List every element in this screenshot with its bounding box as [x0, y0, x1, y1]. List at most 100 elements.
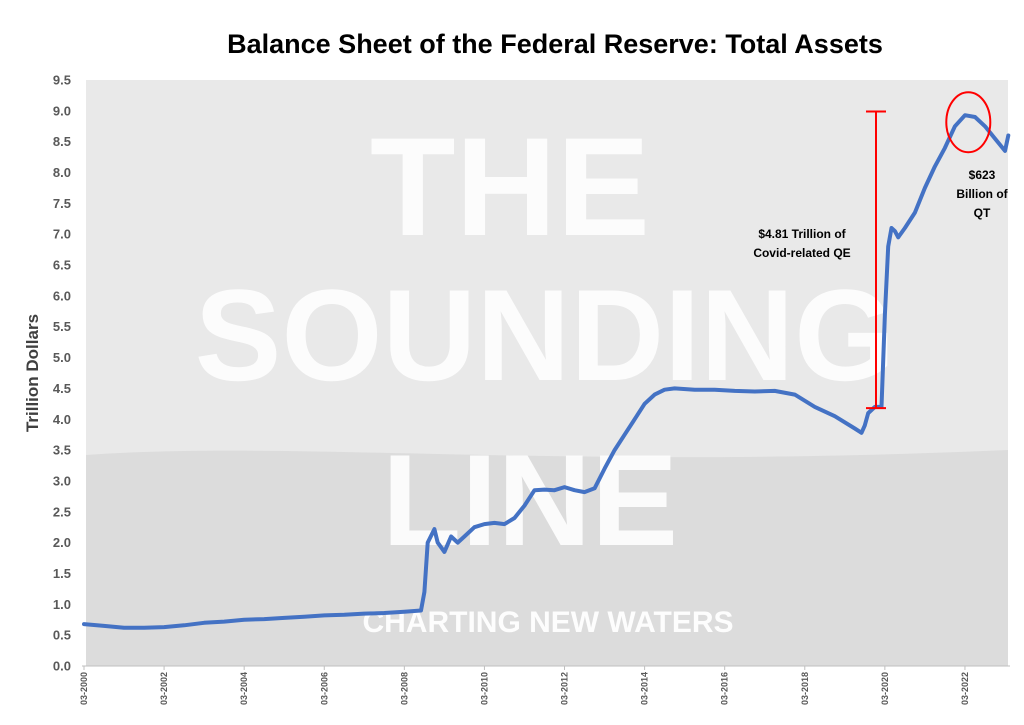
watermark-tagline: CHARTING NEW WATERS [362, 606, 733, 639]
series-point [302, 615, 306, 619]
series-point [503, 522, 506, 526]
series-point [492, 521, 496, 525]
y-tick-label: 1.5 [53, 566, 71, 581]
series-point [593, 486, 597, 490]
series-point [653, 393, 657, 397]
y-tick-label: 0.5 [53, 628, 71, 643]
x-tick-label: 03-2014 [640, 672, 650, 705]
series-point [222, 620, 226, 624]
series-point [102, 624, 106, 628]
x-tick-label: 03-2016 [720, 672, 730, 705]
series-point [953, 124, 957, 128]
series-point [853, 427, 857, 430]
series-point [860, 431, 863, 435]
y-tick-label: 2.0 [53, 535, 71, 550]
series-point [753, 390, 757, 393]
series-point [122, 626, 126, 630]
y-tick-label: 3.5 [53, 443, 71, 458]
y-tick-label: 5.0 [53, 350, 71, 365]
qe-annotation-text: $4.81 Trillion of [758, 227, 846, 241]
series-point [623, 433, 627, 437]
series-point [663, 388, 667, 392]
series-point [883, 312, 887, 316]
series-point [533, 488, 536, 492]
y-tick-label: 7.5 [53, 196, 71, 211]
x-tick-label: 03-2002 [159, 672, 169, 705]
series-point [896, 235, 900, 239]
series-point [886, 245, 890, 248]
x-tick-label: 03-2004 [239, 672, 249, 705]
y-tick-label: 3.0 [53, 473, 71, 488]
series-point [543, 488, 546, 492]
series-point [893, 229, 897, 233]
qt-circle [945, 91, 992, 154]
y-axis-ticks: 0.0 0.5 1.0 1.5 2.0 2.5 3.0 3.5 4.0 4.5 5.0 5.5 6.0 6… [53, 73, 71, 674]
series-point [913, 211, 917, 215]
watermark-line-1: THE [370, 108, 650, 265]
qt-annotation-text: $623 [969, 168, 996, 182]
y-tick-label: 9.5 [53, 73, 71, 88]
series-point [833, 414, 837, 418]
y-tick-label: 8.0 [53, 165, 71, 180]
series-point [262, 617, 266, 621]
x-tick-label: 03-2022 [960, 672, 970, 705]
y-tick-label: 6.5 [53, 258, 71, 273]
series-point [382, 611, 386, 615]
series-point [633, 417, 637, 421]
series-point [793, 393, 797, 397]
x-tick-label: 03-2006 [319, 672, 329, 705]
series-point [449, 535, 453, 538]
series-point [643, 402, 647, 406]
series-point [1006, 134, 1010, 137]
series-point [362, 612, 366, 616]
x-tick-label: 03-2012 [560, 672, 570, 705]
watermark: THE SOUNDING LINE CHARTING NEW WATERS [86, 80, 1008, 666]
series-point [563, 485, 566, 489]
series-point [482, 522, 486, 526]
series-point [813, 405, 817, 409]
y-tick-label: 1.0 [53, 597, 71, 612]
series-point [282, 616, 286, 620]
series-point [426, 541, 430, 545]
x-tick-label: 03-2008 [399, 672, 409, 705]
y-tick-label: 5.5 [53, 319, 71, 334]
series-point [322, 613, 326, 617]
y-tick-label: 8.5 [53, 134, 71, 149]
series-point [472, 525, 476, 529]
x-tick-label: 03-2018 [800, 672, 810, 705]
series-point [673, 386, 677, 390]
series-point [553, 488, 556, 492]
series-point [713, 388, 717, 392]
series-group [82, 113, 1011, 630]
y-tick-label: 7.0 [53, 227, 71, 242]
series-point [242, 618, 246, 622]
y-tick-label: 0.0 [53, 659, 71, 674]
y-tick-label: 2.5 [53, 504, 71, 519]
series-point [903, 226, 907, 230]
series-point [773, 389, 777, 393]
series-point [442, 550, 446, 554]
x-tick-label: 03-2010 [479, 672, 489, 705]
y-axis-label: Trillion Dollars [23, 314, 42, 432]
series-point [523, 504, 526, 508]
series-point [402, 610, 406, 614]
chart-title: Balance Sheet of the Federal Reserve: To… [227, 29, 883, 59]
y-tick-label: 9.0 [53, 103, 71, 118]
series-point [993, 137, 997, 141]
y-tick-label: 6.0 [53, 288, 71, 303]
series-point [142, 626, 146, 630]
y-tick-label: 4.0 [53, 412, 71, 427]
series-point [583, 490, 586, 494]
x-axis-ticks: 03-2000 03-2002 03-2004 03-2006 03-2008 03-20… [79, 666, 970, 705]
qt-annotation-text: QT [974, 206, 991, 220]
series-point [923, 186, 927, 190]
watermark-wave [86, 450, 1008, 666]
series-point [82, 622, 86, 626]
series-point [462, 535, 466, 538]
series-point [436, 541, 440, 545]
series-point [933, 164, 937, 168]
series-point [1003, 149, 1007, 153]
series-point [573, 488, 576, 492]
series-point [890, 226, 893, 230]
